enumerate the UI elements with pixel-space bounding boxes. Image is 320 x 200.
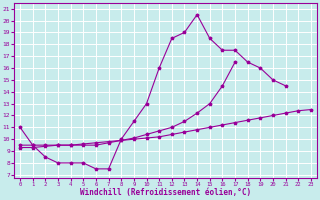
X-axis label: Windchill (Refroidissement éolien,°C): Windchill (Refroidissement éolien,°C) (80, 188, 251, 197)
